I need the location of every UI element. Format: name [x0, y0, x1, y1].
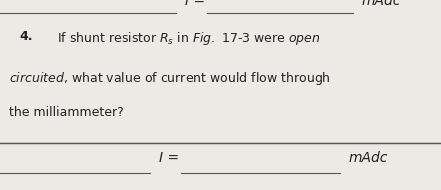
- Text: I =: I =: [159, 151, 179, 165]
- Text: $\mathit{circuited}$, what value of current would flow through: $\mathit{circuited}$, what value of curr…: [9, 70, 331, 87]
- Text: mAdc: mAdc: [362, 0, 401, 8]
- Text: the milliammeter?: the milliammeter?: [9, 106, 123, 119]
- Text: 4.: 4.: [20, 30, 34, 43]
- Text: mAdc: mAdc: [348, 151, 388, 165]
- Text: If shunt resistor $R_s$ in $\mathit{Fig.\ 17\text{-}3}$ were $\mathit{open}$: If shunt resistor $R_s$ in $\mathit{Fig.…: [57, 30, 321, 47]
- Text: I =: I =: [185, 0, 206, 8]
